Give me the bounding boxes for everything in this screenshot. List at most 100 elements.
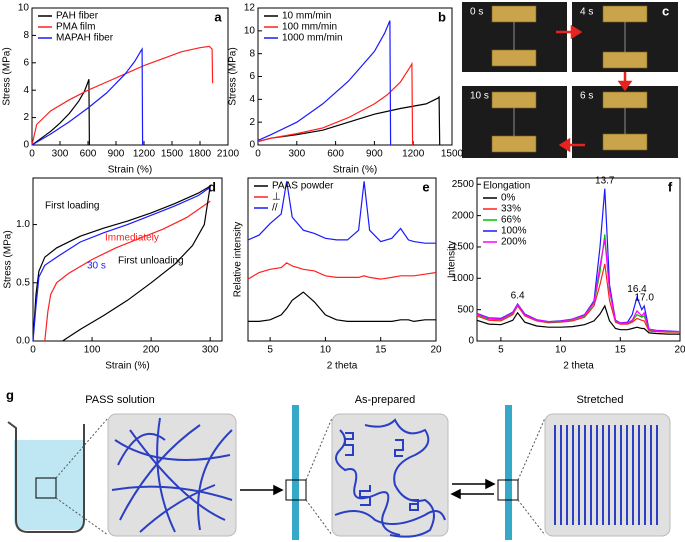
panel-g-shape-shape (450, 488, 461, 500)
panel-c-shape-shape (617, 80, 633, 92)
series-line (31, 47, 144, 146)
panel-letter: g (6, 387, 14, 402)
panel-g-shape-shape (139, 484, 216, 533)
y-tick-label: 2000 (452, 210, 475, 221)
x-tick-label: 1500 (161, 149, 184, 160)
series-line (476, 239, 681, 333)
caption: PASS solution (85, 394, 155, 406)
y-tick-label: 6 (249, 71, 255, 82)
x-axis-label: 2 theta (327, 361, 358, 372)
y-tick-label: 1.0 (16, 219, 30, 230)
panel-c-shape (491, 5, 648, 153)
panel-letter: d (208, 179, 216, 194)
panel-c-shape (556, 24, 633, 153)
panel-letter: e (422, 179, 429, 194)
panel-c-shape-shape (558, 137, 571, 153)
y-tick-label: 10 (18, 3, 30, 14)
x-axis-label: Strain (%) (333, 165, 377, 176)
panel-c-shape-shape (602, 51, 648, 69)
y-tick-label: 4 (249, 94, 255, 105)
legend-label: 100% (501, 226, 527, 237)
panel-c-shape-shape (491, 49, 537, 67)
legend-label: 10 mm/min (282, 11, 331, 22)
legend-label: MAPAH fiber (56, 33, 114, 44)
x-tick-label: 2100 (217, 149, 240, 160)
x-tick-label: 1800 (189, 149, 212, 160)
series-line (247, 262, 437, 280)
series-line (257, 95, 441, 146)
x-tick-label: 10 (555, 345, 567, 356)
legend-label: 100 mm/min (282, 22, 337, 33)
series-label: First loading (45, 201, 99, 212)
panel-g-shape (35, 477, 57, 499)
panel-g-shape-shape (485, 478, 496, 490)
peak-label: 17.0 (634, 293, 654, 304)
y-tick-label: 500 (457, 304, 474, 315)
panel-c: 0 s 4 s 10 s 6 s c (462, 2, 678, 158)
panel-g-shape (505, 405, 512, 540)
series-line (247, 181, 436, 244)
series-label: Immediately (105, 233, 159, 244)
y-tick-label: 12 (244, 3, 256, 14)
legend-label: PMA film (56, 22, 95, 33)
y-tick-label: 8 (23, 30, 29, 41)
panel-g-shape-shape (111, 485, 233, 501)
panel-g-shape-shape (55, 417, 109, 479)
panel-g-shape-shape (117, 432, 166, 466)
legend-label: 33% (501, 204, 521, 215)
legend-label: 1000 mm/min (282, 33, 343, 44)
panel-c-shape-shape (602, 133, 648, 151)
series-line (32, 186, 211, 342)
panel-g-shape-shape (197, 429, 233, 531)
x-tick-label: 20 (674, 345, 685, 356)
peak-label: 13.7 (595, 175, 615, 186)
legend-label: PAAS powder (272, 181, 334, 192)
frame-label: 4 s (580, 7, 593, 18)
caption: Stretched (576, 394, 623, 406)
series-line (31, 45, 214, 146)
y-tick-label: 1500 (452, 242, 475, 253)
series-line (31, 79, 90, 146)
x-tick-label: 15 (615, 345, 627, 356)
panel-g-shape-shape (335, 429, 401, 536)
caption: As-prepared (355, 394, 416, 406)
series-line (62, 186, 211, 342)
series-line (257, 61, 414, 146)
x-tick-label: 900 (366, 149, 383, 160)
panel-g-shape-shape (114, 439, 231, 461)
panel-letter: f (668, 179, 673, 194)
x-tick-label: 900 (108, 149, 125, 160)
y-tick-label: 4 (23, 85, 29, 96)
legend-title: Elongation (483, 181, 530, 192)
y-tick-label: 2 (23, 112, 29, 123)
series-line (32, 185, 211, 342)
panel-g-shape-shape (119, 424, 201, 521)
panel-g-shape-shape (305, 417, 333, 481)
y-axis-label: Stress (MPa) (2, 47, 13, 105)
legend-label: PAH fiber (56, 11, 99, 22)
legend-label: 200% (501, 237, 527, 248)
y-tick-label: 0 (249, 140, 255, 151)
panel-g-shape-shape (273, 484, 284, 496)
series-line (248, 291, 436, 323)
panel-g-shape-shape (517, 417, 546, 481)
series-label: First unloading (118, 256, 184, 267)
y-tick-label: 10 (244, 25, 256, 36)
y-axis-label: Intensity (447, 241, 458, 278)
panel-g-shape (111, 417, 446, 538)
y-axis-label: Stress (MPa) (3, 230, 14, 288)
x-tick-label: 20 (430, 345, 442, 356)
panel-g-shape-shape (156, 417, 176, 533)
panel-g-shape (497, 479, 519, 501)
panel-c-shape-shape (491, 5, 537, 23)
plot-frame (32, 177, 223, 342)
legend-label: // (272, 203, 278, 214)
x-tick-label: 300 (52, 149, 69, 160)
y-tick-label: 0 (468, 336, 474, 347)
x-tick-label: 100 (84, 345, 101, 356)
plot-frame (476, 177, 681, 342)
panel-c-shape-shape (602, 5, 648, 23)
panel-g-shape (554, 425, 658, 525)
series-line (476, 304, 680, 335)
